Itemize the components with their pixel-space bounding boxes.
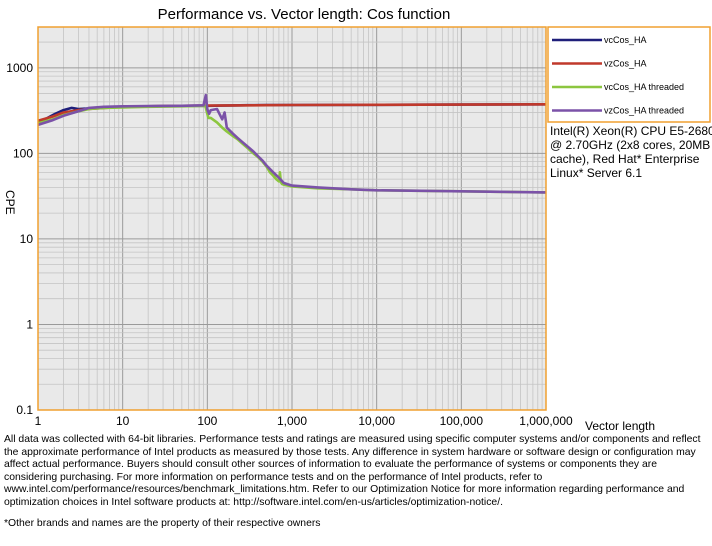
legend: vcCos_HA vzCos_HA vcCos_HA threaded vzCos_H… xyxy=(547,26,711,123)
x-tick-label: 1,000,000 xyxy=(519,414,573,428)
chart-title: Performance vs. Vector length: Cos funct… xyxy=(158,6,451,23)
x-tick-label: 10,000 xyxy=(358,414,395,428)
y-axis-label: CPE xyxy=(3,190,17,215)
trademark-text: *Other brands and names are the property… xyxy=(4,518,321,529)
plot-border xyxy=(37,26,547,411)
x-tick-label: 1,000 xyxy=(277,414,307,428)
series-lines xyxy=(37,93,547,194)
y-tick-label: 10 xyxy=(20,232,34,246)
x-tick-label: 100 xyxy=(197,414,217,428)
x-tick-label: 10 xyxy=(116,414,130,428)
legend-label: vcCos_HA threaded xyxy=(604,82,684,92)
y-tick-label: 1 xyxy=(26,317,33,331)
legend-label: vzCos_HA xyxy=(604,59,647,69)
y-tick-label: 1000 xyxy=(6,61,33,75)
legend-label: vzCos_HA threaded xyxy=(604,106,684,116)
x-axis-label: Vector length xyxy=(585,419,655,433)
series-line-4 xyxy=(37,93,547,194)
y-tick-label: 100 xyxy=(13,146,33,160)
x-tick-label: 100,000 xyxy=(440,414,484,428)
y-tick-label: 0.1 xyxy=(16,403,33,417)
disclaimer-text: All data was collected with 64-bit libra… xyxy=(4,434,701,508)
legend-box xyxy=(547,26,711,123)
tick-labels: 1 10 100 1,000 10,000 100,000 1,000,0000.11101… xyxy=(6,61,573,428)
system-annotation: Intel(R) Xeon(R) CPU E5-2680 @ 2.70GHz (… xyxy=(550,124,712,180)
x-tick-label: 1 xyxy=(35,414,42,428)
legend-label: vcCos_HA xyxy=(604,35,647,45)
